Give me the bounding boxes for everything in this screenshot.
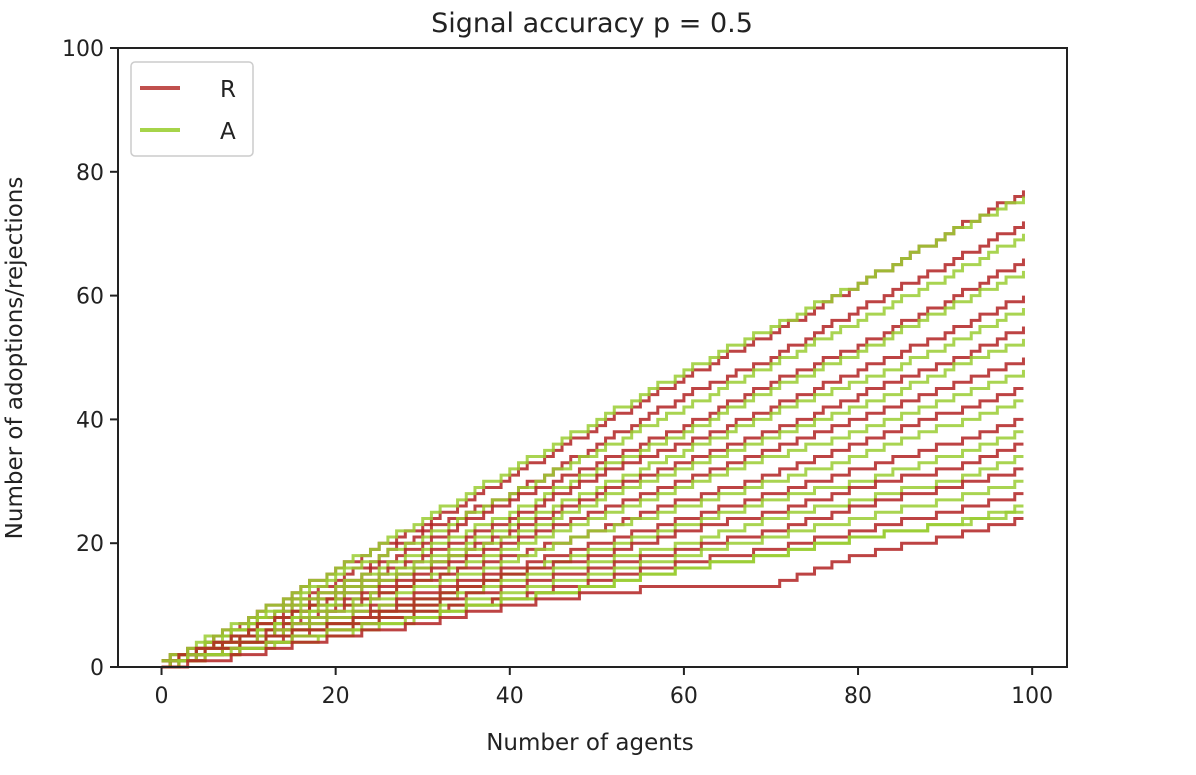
series-line-a [161,233,1025,669]
legend-label-r: R [220,77,236,103]
legend-label-a: A [220,119,236,145]
plot-frame [117,47,1068,668]
y-axis: 0 20 40 60 80 100 [62,37,118,681]
y-tick-label: 100 [62,37,104,62]
series-line-r [161,467,1024,663]
series-line-a [161,510,1024,663]
series-line-r [161,516,1024,669]
series-line-r [161,326,1025,669]
legend-box [130,61,254,157]
y-axis-label: Number of adoptions/rejections [2,177,28,540]
legend: R A [130,61,254,157]
x-axis: 0 20 40 60 80 100 [155,667,1053,709]
x-tick-label: 60 [670,684,698,709]
series-line-r [161,442,1024,669]
x-axis-label: Number of agents [486,730,694,756]
series-line-a [161,270,1025,663]
series-lines [161,190,1025,669]
chart-title: Signal accuracy p = 0.5 [431,8,753,39]
series-line-a [161,196,1025,663]
series-line-a [161,430,1024,663]
x-tick-label: 20 [322,684,350,709]
y-tick-label: 40 [76,408,104,433]
series-line-a [161,369,1025,669]
y-tick-label: 60 [76,285,104,310]
y-tick-label: 0 [90,656,104,681]
x-tick-label: 40 [496,684,524,709]
series-line-r [161,221,1025,663]
series-line-r [161,258,1025,669]
x-tick-label: 0 [155,684,169,709]
x-tick-label: 80 [844,684,872,709]
series-line-a [161,307,1025,669]
y-tick-label: 80 [76,161,104,186]
y-tick-label: 20 [76,532,104,557]
series-line-a [161,399,1024,669]
x-tick-label: 100 [1011,684,1053,709]
